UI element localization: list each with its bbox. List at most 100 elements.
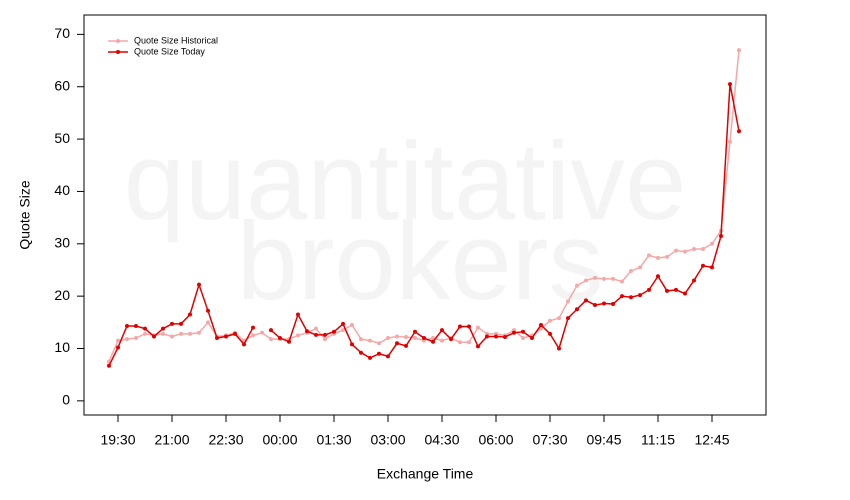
point bbox=[701, 247, 705, 252]
point bbox=[359, 337, 363, 342]
x-tick-label: 00:00 bbox=[262, 432, 297, 448]
watermark: brokers bbox=[237, 200, 604, 323]
point bbox=[647, 253, 651, 258]
point bbox=[377, 341, 381, 346]
point bbox=[125, 323, 129, 328]
point bbox=[314, 326, 318, 331]
x-tick-label: 19:30 bbox=[100, 432, 135, 448]
point bbox=[593, 303, 597, 308]
x-tick-label: 04:30 bbox=[424, 432, 459, 448]
point bbox=[395, 334, 399, 339]
point bbox=[467, 340, 471, 345]
point bbox=[548, 318, 552, 323]
point bbox=[611, 276, 615, 281]
point bbox=[386, 336, 390, 341]
point bbox=[161, 331, 165, 336]
point bbox=[656, 274, 660, 279]
y-tick-label: 0 bbox=[62, 392, 70, 408]
y-axis-title: Quote Size bbox=[17, 180, 33, 249]
point bbox=[602, 276, 606, 281]
point bbox=[575, 307, 579, 312]
x-axis-title: Exchange Time bbox=[377, 466, 474, 482]
point bbox=[134, 323, 138, 328]
point bbox=[728, 82, 732, 87]
point bbox=[413, 329, 417, 334]
y-tick-label: 50 bbox=[54, 130, 70, 146]
point bbox=[440, 328, 444, 333]
point bbox=[323, 332, 327, 337]
point bbox=[458, 324, 462, 329]
point bbox=[692, 247, 696, 252]
point bbox=[224, 334, 228, 339]
point bbox=[512, 330, 516, 335]
point bbox=[638, 265, 642, 270]
point bbox=[395, 341, 399, 346]
point bbox=[269, 328, 273, 333]
point bbox=[116, 345, 120, 350]
point bbox=[278, 336, 282, 341]
point bbox=[143, 326, 147, 331]
point bbox=[665, 288, 669, 293]
point bbox=[341, 328, 345, 333]
point bbox=[584, 278, 588, 283]
point bbox=[314, 332, 318, 337]
plot-frame bbox=[83, 14, 767, 416]
x-tick-label: 03:00 bbox=[370, 432, 405, 448]
point bbox=[539, 322, 543, 327]
point bbox=[296, 312, 300, 317]
point bbox=[341, 321, 345, 326]
point bbox=[404, 334, 408, 339]
legend-label: Quote Size Today bbox=[134, 46, 205, 56]
point bbox=[647, 287, 651, 292]
x-tick-label: 21:00 bbox=[154, 432, 189, 448]
y-tick-label: 20 bbox=[54, 287, 70, 303]
point bbox=[215, 336, 219, 341]
point bbox=[584, 298, 588, 303]
point bbox=[413, 336, 417, 341]
x-tick-label: 12:45 bbox=[694, 432, 729, 448]
point bbox=[386, 354, 390, 359]
point bbox=[332, 329, 336, 334]
point bbox=[575, 283, 579, 288]
point bbox=[656, 255, 660, 260]
point bbox=[710, 241, 714, 246]
point bbox=[179, 331, 183, 336]
point bbox=[251, 333, 255, 338]
x-tick-label: 07:30 bbox=[532, 432, 567, 448]
watermark: quantitative bbox=[124, 120, 687, 243]
point bbox=[350, 342, 354, 347]
point bbox=[197, 282, 201, 287]
point bbox=[548, 331, 552, 336]
point bbox=[665, 254, 669, 259]
point bbox=[161, 326, 165, 331]
point bbox=[170, 321, 174, 326]
point bbox=[476, 344, 480, 349]
point bbox=[692, 278, 696, 283]
point bbox=[206, 308, 210, 313]
point bbox=[125, 337, 129, 342]
point bbox=[557, 346, 561, 351]
point bbox=[287, 339, 291, 344]
point bbox=[107, 363, 111, 368]
point bbox=[323, 337, 327, 342]
point bbox=[188, 331, 192, 336]
point bbox=[179, 321, 183, 326]
point bbox=[368, 338, 372, 343]
legend-marker bbox=[116, 50, 120, 54]
x-tick-label: 22:30 bbox=[208, 432, 243, 448]
point bbox=[593, 275, 597, 280]
point bbox=[476, 325, 480, 330]
point bbox=[521, 329, 525, 334]
point bbox=[431, 336, 435, 341]
point bbox=[188, 312, 192, 317]
point bbox=[350, 322, 354, 327]
point bbox=[458, 340, 462, 345]
point bbox=[170, 334, 174, 339]
point bbox=[485, 334, 489, 339]
point bbox=[305, 329, 309, 334]
point bbox=[431, 339, 435, 344]
point bbox=[521, 336, 525, 341]
point bbox=[260, 330, 264, 335]
x-tick-label: 11:15 bbox=[641, 432, 675, 448]
